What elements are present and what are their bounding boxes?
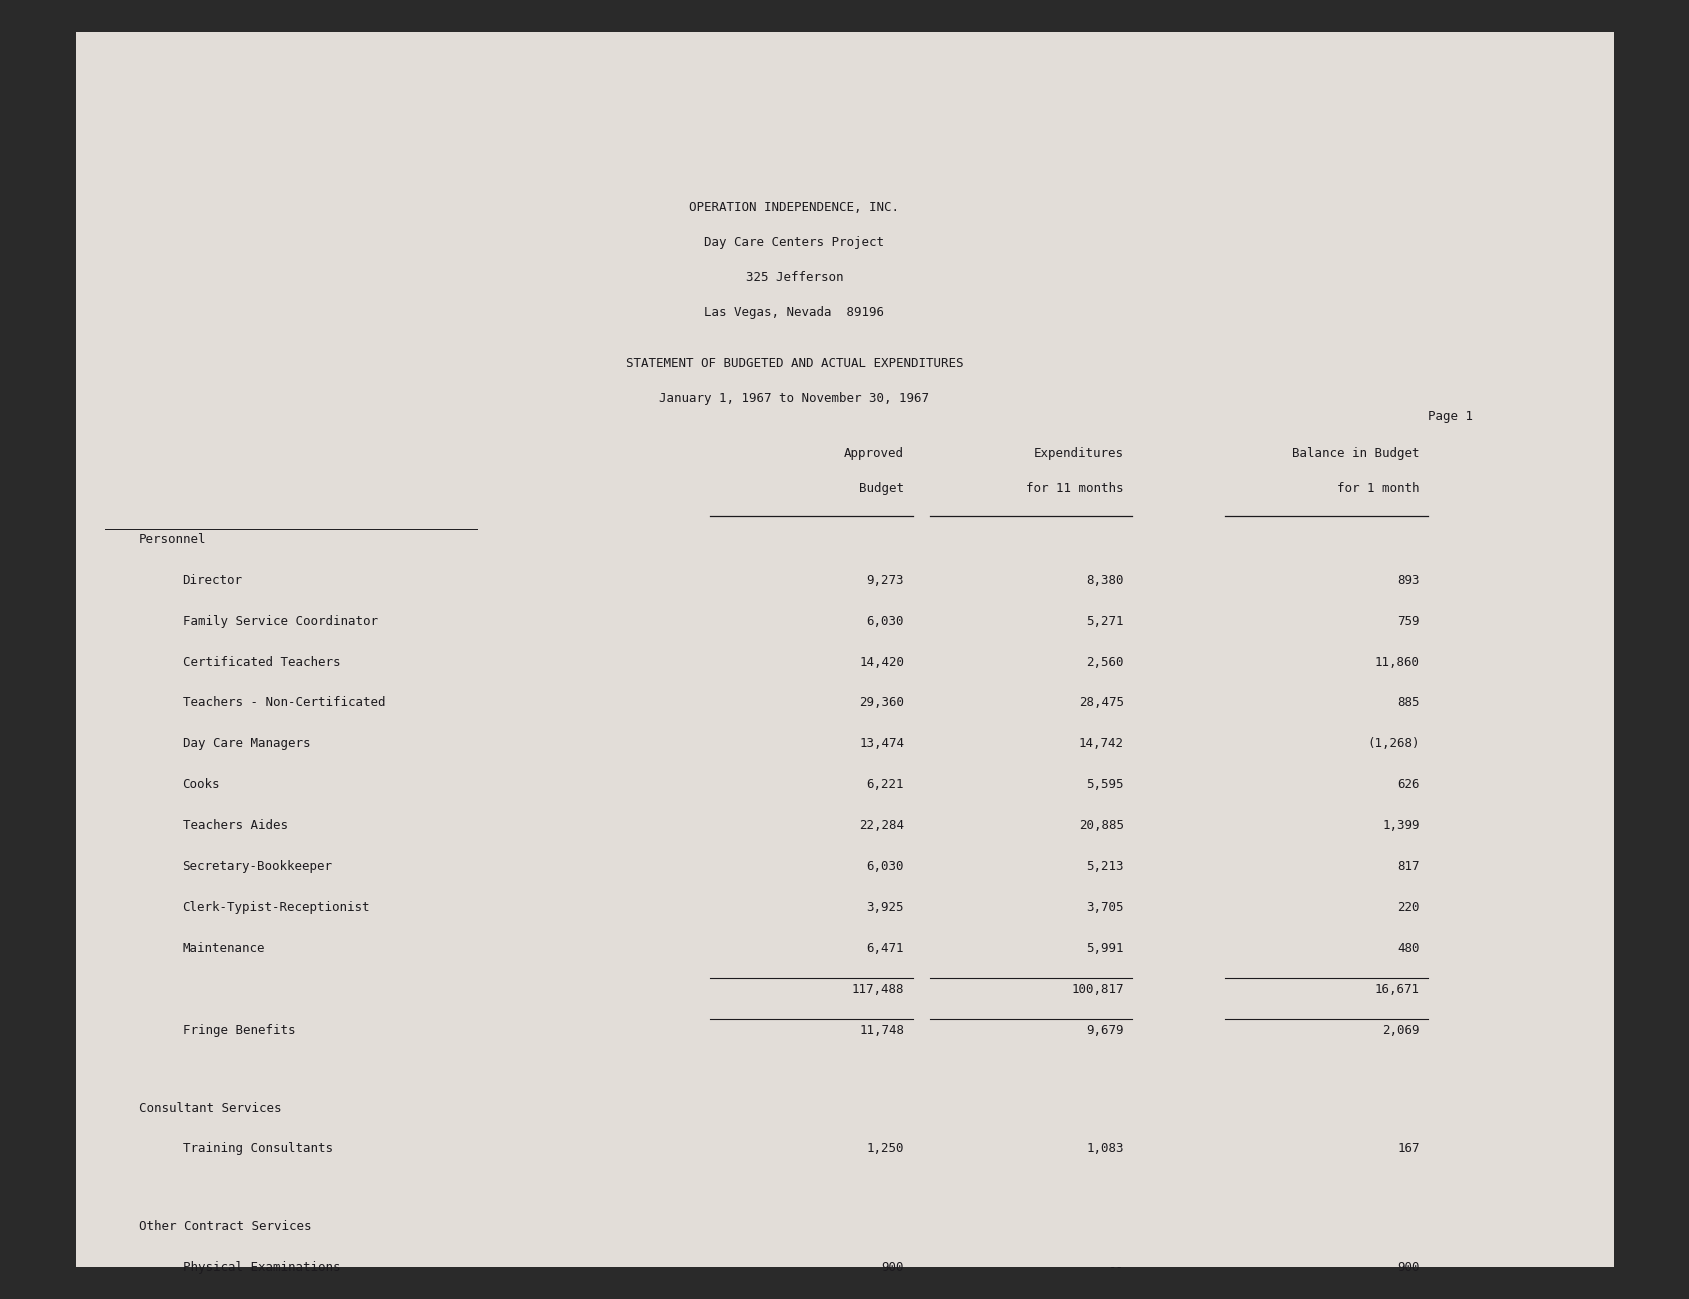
Text: 6,471: 6,471 <box>866 942 904 955</box>
Text: 893: 893 <box>1397 574 1419 587</box>
FancyBboxPatch shape <box>76 32 1613 1267</box>
Text: Family Service Coordinator: Family Service Coordinator <box>182 614 377 627</box>
Text: 1,083: 1,083 <box>1086 1142 1123 1156</box>
Text: Secretary-Bookkeeper: Secretary-Bookkeeper <box>182 860 333 873</box>
Text: 5,991: 5,991 <box>1086 942 1123 955</box>
Text: 885: 885 <box>1397 696 1419 709</box>
Text: Personnel: Personnel <box>138 533 206 546</box>
Text: 16,671: 16,671 <box>1373 983 1419 996</box>
Text: 11,748: 11,748 <box>858 1024 904 1037</box>
Text: 6,030: 6,030 <box>866 614 904 627</box>
Text: 14,420: 14,420 <box>858 656 904 669</box>
Text: Cooks: Cooks <box>182 778 220 791</box>
Text: January 1, 1967 to November 30, 1967: January 1, 1967 to November 30, 1967 <box>659 391 929 404</box>
Text: 6,221: 6,221 <box>866 778 904 791</box>
Text: 117,488: 117,488 <box>851 983 904 996</box>
Text: Balance in Budget: Balance in Budget <box>1292 447 1419 460</box>
Text: 9,679: 9,679 <box>1086 1024 1123 1037</box>
Text: Expenditures: Expenditures <box>1034 447 1123 460</box>
Text: Day Care Centers Project: Day Care Centers Project <box>704 236 883 249</box>
Text: Maintenance: Maintenance <box>182 942 265 955</box>
Text: Clerk-Typist-Receptionist: Clerk-Typist-Receptionist <box>182 902 370 914</box>
Text: (1,268): (1,268) <box>1366 738 1419 751</box>
Text: for 1 month: for 1 month <box>1336 482 1419 495</box>
Text: 2,560: 2,560 <box>1086 656 1123 669</box>
Text: Consultant Services: Consultant Services <box>138 1102 280 1115</box>
Text: 8,380: 8,380 <box>1086 574 1123 587</box>
Text: 900: 900 <box>1397 1261 1419 1274</box>
Text: 5,595: 5,595 <box>1086 778 1123 791</box>
Text: 2,069: 2,069 <box>1382 1024 1419 1037</box>
Text: 13,474: 13,474 <box>858 738 904 751</box>
Text: 325 Jefferson: 325 Jefferson <box>745 271 843 284</box>
Text: --: -- <box>1108 1261 1123 1274</box>
Text: Training Consultants: Training Consultants <box>182 1142 333 1156</box>
Text: 5,271: 5,271 <box>1086 614 1123 627</box>
Text: 9,273: 9,273 <box>866 574 904 587</box>
Text: Teachers - Non-Certificated: Teachers - Non-Certificated <box>182 696 385 709</box>
Text: Approved: Approved <box>843 447 904 460</box>
Text: 29,360: 29,360 <box>858 696 904 709</box>
Text: 3,705: 3,705 <box>1086 902 1123 914</box>
Text: 14,742: 14,742 <box>1078 738 1123 751</box>
Text: Physical Examinations: Physical Examinations <box>182 1261 339 1274</box>
Text: 759: 759 <box>1397 614 1419 627</box>
Text: Fringe Benefits: Fringe Benefits <box>182 1024 296 1037</box>
Text: 1,399: 1,399 <box>1382 820 1419 833</box>
Text: Director: Director <box>182 574 243 587</box>
Text: Teachers Aides: Teachers Aides <box>182 820 287 833</box>
Text: 100,817: 100,817 <box>1071 983 1123 996</box>
Text: Other Contract Services: Other Contract Services <box>138 1220 311 1233</box>
Text: 3,925: 3,925 <box>866 902 904 914</box>
Text: Day Care Managers: Day Care Managers <box>182 738 309 751</box>
Text: 900: 900 <box>882 1261 904 1274</box>
Text: 22,284: 22,284 <box>858 820 904 833</box>
Text: 480: 480 <box>1397 942 1419 955</box>
Text: 1,250: 1,250 <box>866 1142 904 1156</box>
Text: 626: 626 <box>1397 778 1419 791</box>
Text: 5,213: 5,213 <box>1086 860 1123 873</box>
Text: 167: 167 <box>1397 1142 1419 1156</box>
Text: STATEMENT OF BUDGETED AND ACTUAL EXPENDITURES: STATEMENT OF BUDGETED AND ACTUAL EXPENDI… <box>625 357 963 370</box>
Text: Page 1: Page 1 <box>1427 410 1473 423</box>
Text: 6,030: 6,030 <box>866 860 904 873</box>
Text: for 11 months: for 11 months <box>1025 482 1123 495</box>
Text: 817: 817 <box>1397 860 1419 873</box>
Text: 28,475: 28,475 <box>1078 696 1123 709</box>
Text: Las Vegas, Nevada  89196: Las Vegas, Nevada 89196 <box>704 305 883 318</box>
Text: 20,885: 20,885 <box>1078 820 1123 833</box>
Text: Budget: Budget <box>858 482 904 495</box>
Text: 220: 220 <box>1397 902 1419 914</box>
Text: OPERATION INDEPENDENCE, INC.: OPERATION INDEPENDENCE, INC. <box>689 201 899 214</box>
Text: 11,860: 11,860 <box>1373 656 1419 669</box>
Text: Certificated Teachers: Certificated Teachers <box>182 656 339 669</box>
